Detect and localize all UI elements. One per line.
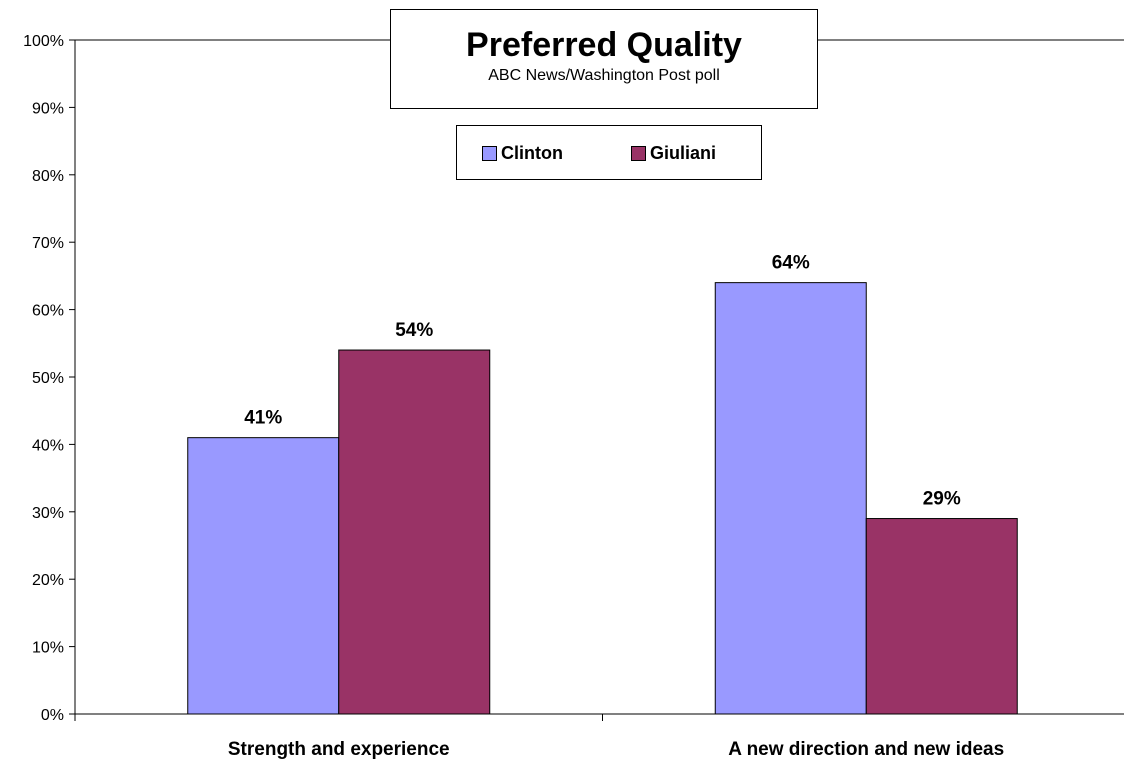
y-tick-label: 30% [32,505,64,522]
y-tick-label: 80% [32,168,64,185]
bars [187,282,1018,715]
chart-subtitle: ABC News/Washington Post poll [488,67,720,84]
data-label: 29% [923,489,961,510]
y-tick-label: 90% [32,100,64,117]
bar-giuliani [865,518,1018,715]
legend-item-clinton: Clinton [482,142,563,164]
chart-title-box: Preferred Quality ABC News/Washington Po… [390,9,818,109]
axes: 0% 10% 20% 30% 40% 50% 60% 70% 80% 90% 100% Strengt… [23,33,1124,759]
bar-giuliani [338,349,491,715]
legend-swatch-clinton [482,145,497,161]
legend-label-clinton: Clinton [501,142,563,163]
y-tick-label: 20% [32,572,64,589]
y-tick-label: 100% [23,33,64,50]
y-tick-label: 60% [32,303,64,320]
data-labels: 41% 54% 64% 29% [244,253,961,510]
data-label: 54% [395,320,433,341]
y-tick-label: 70% [32,235,64,252]
legend: Clinton Giuliani [456,125,762,180]
legend-item-giuliani: Giuliani [631,142,716,164]
chart-title: Preferred Quality [466,26,742,64]
bar-clinton [714,282,867,715]
y-tick-label: 10% [32,640,64,657]
legend-label-giuliani: Giuliani [650,142,717,163]
data-label: 41% [244,408,282,429]
legend-swatch-giuliani [631,145,646,161]
x-tick-label: A new direction and new ideas [728,739,1004,759]
bar-clinton [187,437,340,715]
y-tick-label: 50% [32,370,64,387]
x-tick-label: Strength and experience [228,739,450,759]
y-tick-label: 0% [41,707,64,724]
y-tick-label: 40% [32,437,64,454]
data-label: 64% [772,253,810,274]
